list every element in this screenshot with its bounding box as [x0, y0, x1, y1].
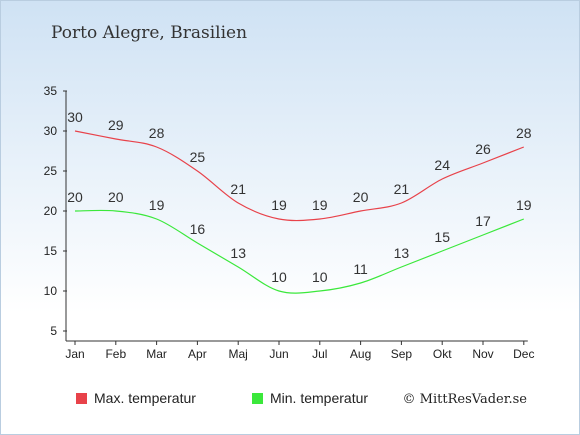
max-data-label: 28	[149, 125, 165, 141]
min-data-label: 13	[230, 245, 246, 261]
max-data-label: 26	[475, 141, 491, 157]
y-tick-label: 35	[44, 84, 58, 98]
y-tick-label: 20	[44, 204, 58, 218]
max-data-label: 19	[312, 197, 328, 213]
min-data-label: 16	[190, 221, 206, 237]
x-tick-label: Maj	[229, 347, 248, 361]
data-labels: 30 29 28 25 21 19 19 20 21 24 26 28 20 20 19 16 13 10 10 11…	[67, 109, 532, 285]
x-tick-label: Jun	[269, 347, 288, 361]
legend-label-min: Min. temperatur	[270, 390, 368, 406]
y-tick-label: 30	[44, 124, 58, 138]
x-tick-label: Feb	[105, 347, 126, 361]
min-data-label: 20	[108, 189, 124, 205]
legend-label-max: Max. temperatur	[94, 390, 196, 406]
y-tick-label: 25	[44, 164, 58, 178]
max-data-label: 20	[353, 189, 369, 205]
axes: 5 10 15 20 25 30 35 Jan Feb Mar Apr Maj Jun Jul Aug Sep…	[44, 84, 535, 361]
y-tick-label: 5	[50, 324, 57, 338]
site-credit: © MittResVader.se	[403, 392, 528, 407]
max-data-label: 24	[434, 157, 450, 173]
min-temperature-line	[74, 209, 525, 294]
x-tick-label: Okt	[433, 347, 452, 361]
chart-title: Porto Alegre, Brasilien	[51, 23, 247, 43]
x-tick-label: Nov	[472, 347, 493, 361]
min-data-label: 11	[353, 261, 368, 277]
x-tick-label: Aug	[350, 347, 371, 361]
min-data-label: 17	[475, 213, 491, 229]
legend: Max. temperatur Min. temperatur	[76, 390, 368, 406]
max-data-label: 28	[516, 125, 532, 141]
y-tick-label: 10	[44, 284, 58, 298]
series-lines	[74, 130, 525, 294]
legend-swatch-max	[76, 393, 87, 404]
y-tick-label: 15	[44, 244, 58, 258]
min-data-label: 19	[149, 197, 165, 213]
x-tick-label: Jul	[312, 347, 327, 361]
max-data-label: 19	[271, 197, 287, 213]
x-tick-label: Mar	[146, 347, 167, 361]
legend-swatch-min	[252, 393, 263, 404]
min-data-label: 10	[271, 269, 287, 285]
min-data-label: 10	[312, 269, 328, 285]
max-data-label: 25	[190, 149, 206, 165]
x-tick-label: Jan	[65, 347, 84, 361]
max-data-label: 21	[230, 181, 246, 197]
x-tick-label: Sep	[391, 347, 413, 361]
max-temperature-line	[74, 130, 525, 222]
max-data-label: 29	[108, 117, 124, 133]
max-data-label: 21	[394, 181, 410, 197]
x-tick-label: Apr	[188, 347, 207, 361]
min-data-label: 20	[67, 189, 83, 205]
min-data-label: 13	[394, 245, 410, 261]
max-data-label: 30	[67, 109, 83, 125]
min-data-label: 15	[434, 229, 450, 245]
min-data-label: 19	[516, 197, 532, 213]
x-tick-label: Dec	[513, 347, 534, 361]
